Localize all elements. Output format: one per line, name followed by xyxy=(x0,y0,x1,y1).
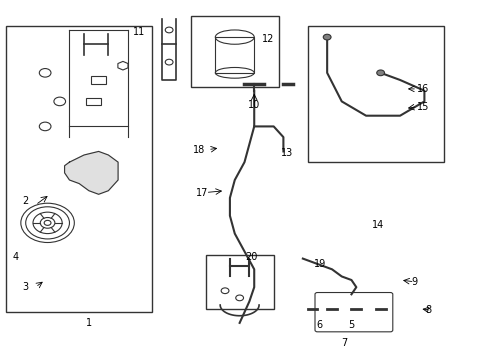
Text: 20: 20 xyxy=(245,252,258,262)
Bar xyxy=(191,16,278,87)
Bar xyxy=(205,255,273,309)
Circle shape xyxy=(376,70,384,76)
Text: 13: 13 xyxy=(281,148,293,158)
Polygon shape xyxy=(64,152,118,194)
Text: 17: 17 xyxy=(195,188,207,198)
Text: 2: 2 xyxy=(22,197,28,206)
Bar xyxy=(307,26,443,162)
Bar xyxy=(215,37,254,73)
Text: 8: 8 xyxy=(425,305,431,315)
Text: 4: 4 xyxy=(12,252,19,262)
Circle shape xyxy=(323,34,330,40)
Text: 5: 5 xyxy=(347,320,354,330)
Text: 1: 1 xyxy=(86,318,92,328)
Text: 3: 3 xyxy=(22,282,28,292)
Bar xyxy=(6,26,152,312)
Bar xyxy=(86,98,101,105)
Text: 18: 18 xyxy=(193,145,205,155)
Text: 15: 15 xyxy=(416,102,428,112)
Text: 9: 9 xyxy=(410,277,416,287)
Bar xyxy=(91,76,106,84)
Text: 10: 10 xyxy=(247,100,260,110)
Text: 14: 14 xyxy=(371,220,384,230)
Text: 12: 12 xyxy=(261,34,273,44)
Text: 7: 7 xyxy=(340,338,346,347)
Text: 11: 11 xyxy=(132,27,144,37)
Text: 19: 19 xyxy=(313,259,325,269)
Text: 6: 6 xyxy=(316,320,322,330)
Text: 16: 16 xyxy=(416,84,428,94)
